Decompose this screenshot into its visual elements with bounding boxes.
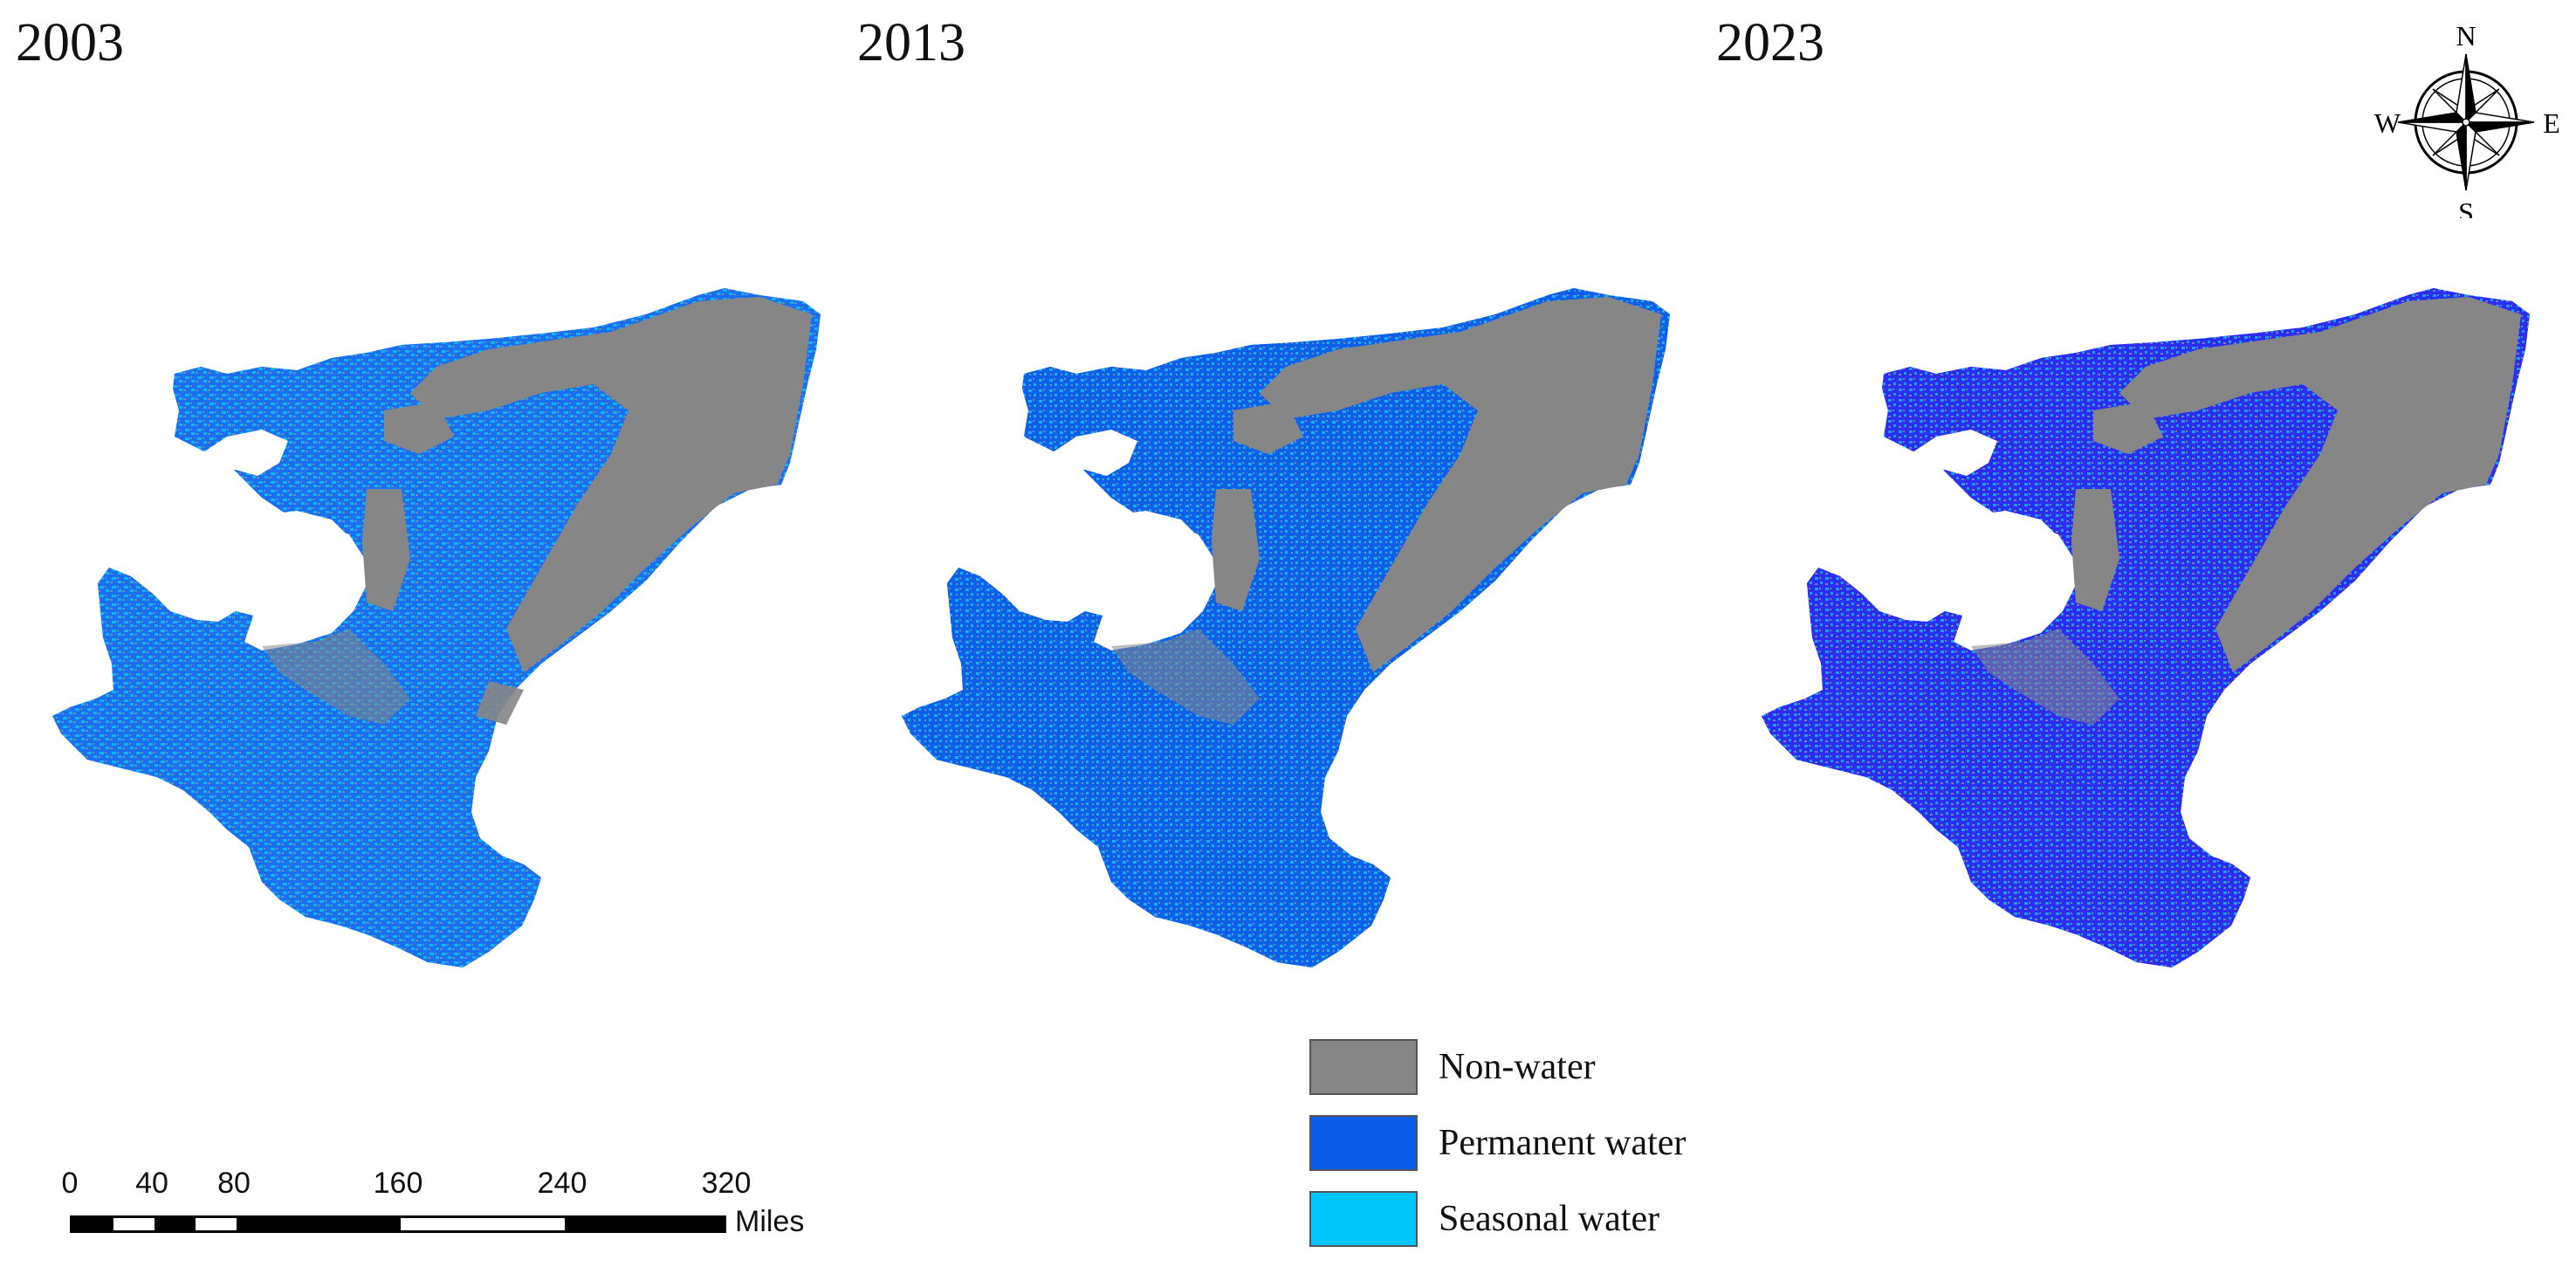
legend-item-non-water: Non-water [1309,1036,1686,1098]
legend-label: Non-water [1439,1047,1596,1087]
map-legend: Non-water Permanent water Seasonal water [1309,1036,1686,1264]
scale-tick-80: 80 [217,1167,251,1200]
map-panel-2023 [1762,288,2530,967]
legend-label: Permanent water [1439,1123,1686,1163]
scale-tick-40: 40 [135,1167,168,1200]
legend-label: Seasonal water [1439,1199,1660,1239]
panel-title-2003: 2003 [16,13,124,72]
scale-tick-320: 320 [701,1167,752,1200]
map-panel-2013 [902,288,1670,967]
legend-item-seasonal-water: Seasonal water [1309,1188,1686,1250]
legend-swatch-non-water [1309,1039,1418,1095]
compass-w-label: W [2374,107,2401,139]
compass-n-label: N [2456,20,2476,52]
scale-tick-160: 160 [373,1167,423,1200]
compass-rose-icon: N S W E [2374,20,2560,218]
scale-bar-labels: 0 40 80 160 240 320 [61,1167,759,1210]
panel-title-2023: 2023 [1716,13,1824,72]
panel-title-2013: 2013 [857,13,965,72]
legend-swatch-permanent-water [1309,1115,1418,1171]
scale-tick-0: 0 [61,1167,79,1200]
map-panel-2003 [52,288,821,967]
scale-unit-label: Miles [735,1205,805,1238]
legend-swatch-seasonal-water [1309,1191,1418,1247]
compass-e-label: E [2543,107,2560,139]
legend-item-permanent-water: Permanent water [1309,1112,1686,1174]
scale-bar [70,1215,726,1233]
compass-s-label: S [2458,196,2474,218]
scale-tick-240: 240 [537,1167,587,1200]
